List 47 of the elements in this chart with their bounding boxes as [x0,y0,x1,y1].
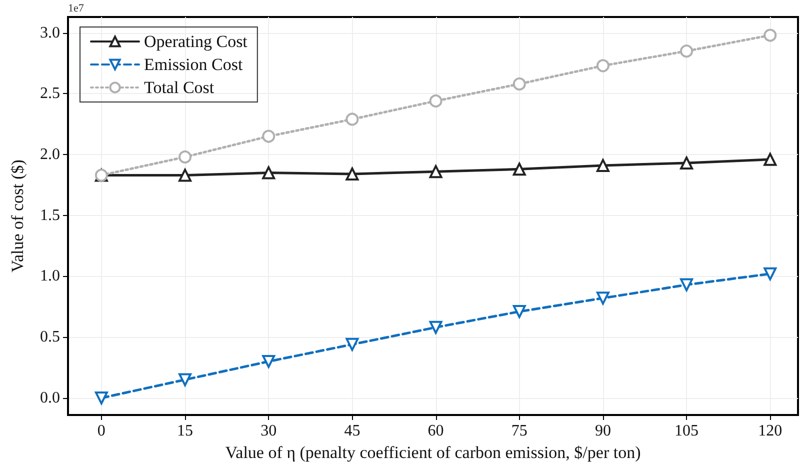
legend-label: Operating Cost [144,32,248,51]
point [429,165,442,178]
x-tick-label: 0 [97,422,106,440]
x-tick-label: 30 [260,422,277,440]
legend-label: Total Cost [144,78,214,97]
x-axis-title: Value of η (penalty coefficient of carbon emission, $/per ton) [225,442,641,462]
x-tick-label: 60 [428,422,444,440]
point [596,59,610,72]
point [596,158,610,172]
x-tick-label: 15 [177,422,194,440]
point [262,166,276,180]
point [262,354,276,368]
point [680,156,694,170]
x-tick-label: 90 [594,422,611,440]
point [764,28,777,42]
point [680,278,694,292]
point [764,152,777,166]
point [680,44,694,58]
point [178,168,192,182]
point [764,267,777,280]
x-tick-label: 120 [758,422,782,440]
text: 1e7 [68,2,84,14]
point [596,292,610,305]
y-tick-label: 2.0 [40,146,60,164]
point [512,305,526,318]
point [262,130,276,143]
x-tick-label: 105 [674,422,699,440]
y-tick-label: 3.0 [40,24,60,42]
point [346,168,359,181]
point [512,162,526,176]
y-tick-label: 2.5 [40,85,60,102]
point [429,320,442,334]
x-tick-label: 45 [344,422,360,440]
legend-label: Emission Cost [144,55,243,74]
y-tick-label: 0.5 [40,328,60,346]
point [178,373,192,386]
point [94,391,108,404]
y-tick-label: 1.5 [40,206,60,224]
point [346,338,359,351]
y-tick-label: 0.0 [40,389,60,406]
x-tick-label: 75 [511,422,528,440]
point [512,77,526,90]
y-tick-label: 1.0 [40,268,60,285]
point [429,94,442,108]
point [346,112,359,126]
point [178,150,192,164]
y-axis-title: Value of cost ($) [8,160,27,272]
